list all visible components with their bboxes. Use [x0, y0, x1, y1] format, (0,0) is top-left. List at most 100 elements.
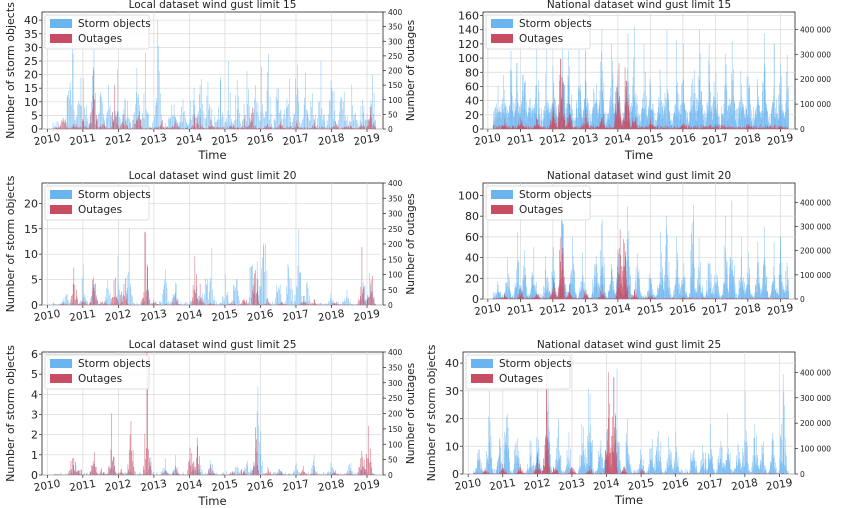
outage-bar: [101, 126, 102, 129]
outage-bar: [721, 124, 722, 129]
outage-bar: [304, 127, 306, 129]
outage-bar: [211, 303, 213, 305]
bar-group: [52, 228, 376, 305]
outage-bar: [230, 125, 232, 129]
storm-bar: [627, 69, 628, 129]
y2-tick-label: 100: [388, 96, 403, 105]
outage-bar: [596, 126, 597, 129]
storm-bar: [251, 266, 253, 305]
storm-bar: [499, 111, 501, 129]
storm-bar: [649, 273, 651, 299]
outage-bar: [119, 127, 121, 129]
storm-bar: [373, 92, 375, 129]
storm-bar: [201, 78, 202, 129]
outage-bar: [744, 128, 746, 129]
storm-bar: [597, 118, 599, 129]
storm-bar: [80, 77, 82, 129]
outage-bar: [65, 303, 67, 305]
outage-bar: [519, 295, 521, 299]
storm-bar: [168, 117, 169, 129]
outage-bar: [775, 128, 777, 129]
outage-bar: [538, 294, 539, 299]
storm-bar: [511, 92, 512, 129]
outage-bar: [315, 304, 317, 305]
outage-bar: [618, 63, 620, 129]
storm-bar: [774, 116, 776, 129]
outage-bar: [347, 127, 349, 129]
storm-bar: [566, 108, 567, 129]
storm-bar: [564, 287, 566, 299]
outage-bar: [92, 108, 93, 129]
outage-bar: [231, 301, 232, 305]
outage-bar: [143, 292, 145, 305]
outage-bar: [564, 119, 566, 129]
storm-bar: [658, 288, 660, 299]
outage-bar: [362, 126, 363, 129]
outage-bar: [210, 303, 212, 305]
storm-bar: [577, 117, 578, 129]
storm-bar: [280, 109, 282, 129]
x-tick-label: 2014: [175, 308, 204, 325]
storm-bar: [685, 111, 686, 129]
storm-bar: [714, 275, 715, 299]
outage-bar: [313, 123, 315, 129]
storm-bar: [738, 117, 739, 129]
outage-bar: [155, 127, 156, 129]
outage-bar: [192, 297, 193, 305]
storm-bar: [640, 126, 641, 129]
y2-tick-label: 300: [388, 37, 403, 46]
outage-bar: [161, 121, 162, 129]
outage-bar: [683, 125, 685, 129]
outage-bar: [665, 128, 667, 129]
outage-bar: [83, 302, 85, 305]
outage-bar: [691, 127, 693, 129]
storm-bar: [690, 285, 692, 299]
outage-bar: [121, 122, 123, 129]
outage-bar: [717, 124, 718, 129]
storm-bar: [504, 282, 506, 299]
storm-bar: [353, 120, 354, 129]
storm-bar: [708, 279, 710, 299]
storm-bar: [275, 96, 277, 129]
outage-bar: [634, 122, 636, 129]
outage-bar: [331, 127, 332, 129]
outage-bar: [653, 127, 655, 129]
storm-bar: [755, 109, 756, 129]
storm-bar: [740, 70, 742, 129]
storm-bar: [670, 120, 672, 129]
storm-bar: [694, 100, 695, 129]
storm-bar: [664, 280, 666, 299]
storm-bar: [524, 250, 525, 299]
outage-bar: [122, 294, 124, 305]
outage-bar: [769, 126, 770, 129]
outage-bar: [179, 126, 180, 129]
outage-bar: [784, 126, 786, 129]
storm-bar: [642, 297, 644, 299]
outage-bar: [223, 127, 225, 129]
storm-bar: [554, 98, 555, 129]
storm-bar: [650, 94, 652, 129]
outage-bar: [625, 86, 626, 129]
storm-bar: [145, 52, 146, 130]
outage-bar: [373, 125, 375, 129]
outage-bar: [145, 232, 146, 305]
storm-bar: [689, 294, 691, 299]
outage-bar: [536, 293, 538, 299]
storm-bar: [595, 101, 596, 129]
outage-bar: [279, 121, 281, 129]
outage-bar: [288, 127, 289, 129]
outage-bar: [298, 126, 299, 129]
storm-bar: [218, 106, 219, 129]
storm-bar: [741, 97, 743, 129]
outage-bar: [576, 126, 577, 129]
storm-bar: [102, 113, 104, 129]
storm-bar: [214, 300, 216, 305]
storm-bar: [567, 103, 568, 129]
y2-tick-label: 200 000: [800, 75, 831, 84]
outage-bar: [208, 304, 209, 305]
outage-bar: [358, 298, 360, 305]
storm-bar: [365, 119, 366, 129]
outage-bar: [667, 128, 669, 129]
storm-bar: [656, 121, 658, 129]
storm-bar: [711, 293, 712, 299]
